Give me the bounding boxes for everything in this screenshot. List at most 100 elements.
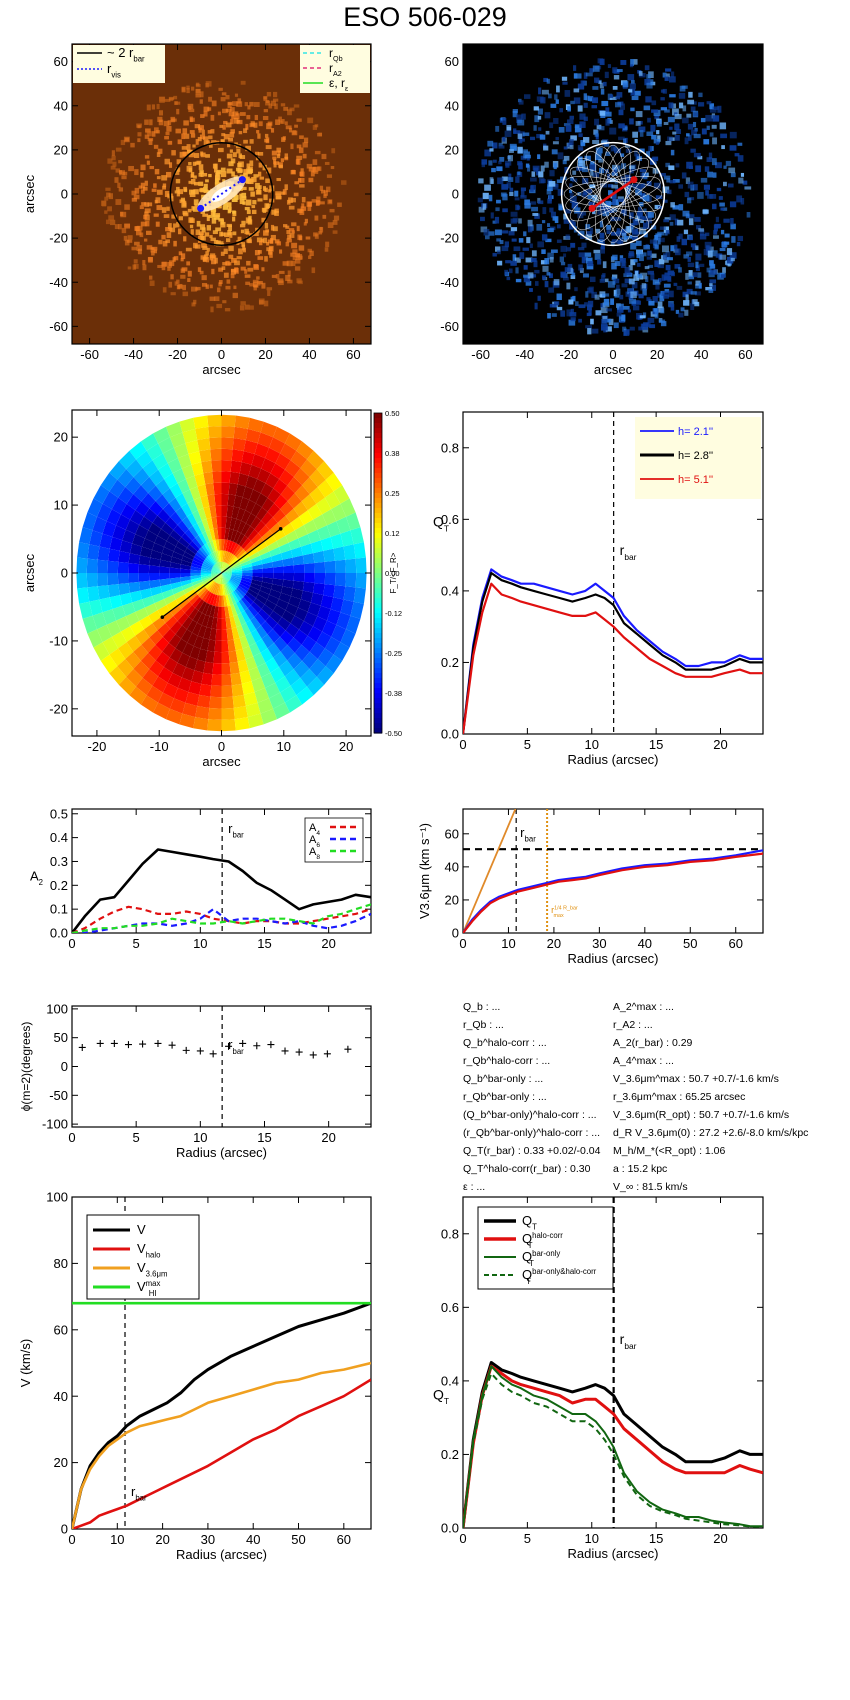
- y-tick-label: -20: [49, 701, 68, 716]
- heatmap-cell: [231, 449, 244, 463]
- heatmap-cell: [198, 533, 207, 545]
- heatmap-cell: [177, 454, 192, 469]
- heatmap-cell: [102, 636, 119, 655]
- blue-pixel: [657, 237, 661, 245]
- x-axis-label: arcsec: [594, 362, 633, 377]
- galaxy-pixel: [216, 303, 223, 309]
- blue-pixel: [644, 78, 651, 86]
- blue-pixel: [545, 130, 550, 135]
- blue-pixel: [678, 204, 684, 211]
- galaxy-pixel: [253, 122, 258, 128]
- blue-pixel: [628, 165, 635, 170]
- heatmap-cell: [209, 528, 216, 541]
- galaxy-pixel: [145, 220, 150, 227]
- galaxy-pixel: [194, 203, 198, 208]
- galaxy-pixel: [181, 146, 188, 150]
- colorbar-step: [374, 428, 382, 434]
- blue-pixel: [621, 228, 627, 236]
- blue-pixel: [638, 215, 644, 221]
- heatmap-cell: [221, 618, 227, 630]
- blue-pixel: [600, 324, 608, 331]
- galaxy-pixel: [296, 155, 303, 160]
- galaxy-pixel: [217, 241, 224, 246]
- heatmap-cell: [343, 544, 356, 560]
- blue-pixel: [611, 239, 618, 244]
- galaxy-pixel: [278, 164, 283, 169]
- plot-area: [463, 1197, 763, 1528]
- x-tick-label: 40: [246, 1532, 260, 1547]
- x-tick-label: 0: [68, 1532, 75, 1547]
- galaxy-pixel: [194, 244, 201, 249]
- blue-pixel: [602, 261, 607, 269]
- heatmap-cell: [221, 640, 229, 653]
- heatmap-cell: [194, 554, 205, 563]
- blue-pixel: [665, 68, 672, 72]
- heatmap-cell: [206, 592, 214, 605]
- galaxy-pixel: [140, 164, 146, 171]
- galaxy-pixel: [147, 137, 154, 142]
- galaxy-pixel: [239, 305, 245, 311]
- blue-pixel: [481, 161, 486, 168]
- galaxy-pixel: [211, 217, 217, 224]
- heatmap-cell: [118, 676, 136, 696]
- galaxy-pixel: [187, 278, 191, 282]
- heatmap-cell: [206, 616, 214, 629]
- galaxy-pixel: [110, 219, 116, 226]
- blue-pixel: [697, 155, 703, 160]
- galaxy-pixel: [168, 96, 175, 100]
- blue-pixel: [585, 325, 593, 329]
- contour-line: [565, 175, 661, 213]
- heatmap-cell: [231, 570, 243, 573]
- heatmap-cell: [129, 441, 147, 460]
- heatmap-cell: [320, 536, 334, 551]
- blue-pixel: [614, 278, 620, 284]
- galaxy-pixel: [181, 86, 186, 93]
- galaxy-pixel: [321, 189, 326, 194]
- heatmap-cell: [87, 629, 103, 648]
- blue-pixel: [564, 90, 571, 97]
- x-tick-label: 20: [339, 739, 353, 754]
- galaxy-pixel: [253, 231, 259, 236]
- galaxy-pixel: [205, 256, 209, 263]
- x-tick-label: 20: [321, 1130, 335, 1145]
- qtc-series-line: [463, 1364, 763, 1528]
- galaxy-pixel: [136, 225, 143, 231]
- galaxy-pixel: [240, 229, 245, 234]
- galaxy-pixel: [243, 139, 248, 144]
- blue-pixel: [695, 265, 700, 271]
- galaxy-pixel: [266, 91, 272, 97]
- heatmap-cell: [192, 581, 204, 589]
- galaxy-pixel: [127, 235, 133, 240]
- blue-pixel: [579, 121, 586, 128]
- panel-parameters: Q_b : ...r_Qb : ...Q_b^halo-corr : ...r_…: [463, 1001, 808, 1193]
- galaxy-pixel: [186, 261, 191, 266]
- galaxy-pixel: [299, 184, 305, 188]
- blue-pixel: [659, 226, 666, 230]
- heatmap-cell: [173, 525, 185, 538]
- blue-pixel: [534, 115, 540, 123]
- heatmap-cell: [108, 584, 120, 598]
- heatmap-cell: [82, 512, 97, 531]
- galaxy-pixel: [206, 225, 212, 231]
- blue-pixel: [700, 177, 708, 183]
- galaxy-pixel: [142, 264, 147, 271]
- heatmap-cell: [119, 540, 133, 554]
- heatmap-cell: [243, 440, 258, 454]
- heatmap-cell: [326, 521, 341, 537]
- heatmap-cell: [195, 706, 210, 720]
- galaxy-pixel: [199, 91, 204, 98]
- galaxy-pixel: [231, 258, 237, 263]
- blue-pixel: [536, 170, 540, 176]
- blue-pixel: [707, 194, 713, 199]
- blue-pixel: [577, 105, 583, 112]
- blue-pixel: [738, 177, 744, 184]
- heatmap-cell: [300, 459, 317, 478]
- plot-area: [463, 412, 763, 734]
- bar-axis-line: [161, 528, 282, 618]
- heatmap-cell: [204, 558, 214, 567]
- rbar-label: rbar: [228, 1037, 244, 1056]
- galaxy-pixel: [257, 281, 261, 286]
- heatmap-cell: [254, 687, 270, 703]
- blue-pixel: [712, 115, 720, 122]
